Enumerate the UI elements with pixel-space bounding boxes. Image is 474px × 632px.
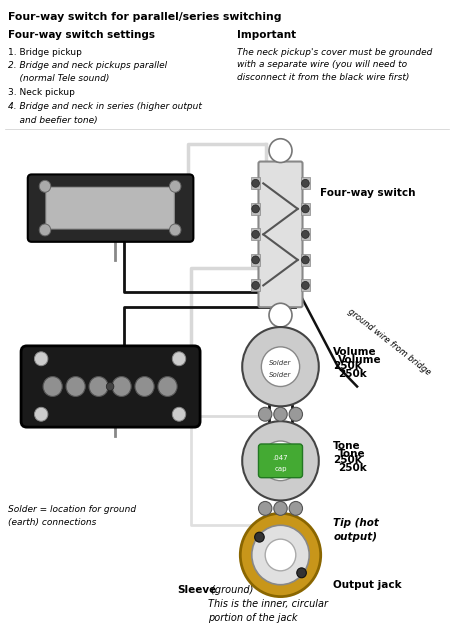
Text: .047: .047 <box>273 455 288 461</box>
Bar <box>251 254 260 266</box>
Bar <box>251 228 260 240</box>
Text: Sleeve: Sleeve <box>177 585 216 595</box>
Text: Solder: Solder <box>269 360 292 366</box>
Circle shape <box>261 347 300 387</box>
Circle shape <box>43 377 62 396</box>
Circle shape <box>240 513 321 597</box>
Bar <box>251 279 260 291</box>
Circle shape <box>242 327 319 406</box>
Text: Four-way switch for parallel/series switching: Four-way switch for parallel/series swit… <box>8 12 281 22</box>
Bar <box>251 203 260 215</box>
Circle shape <box>39 180 51 192</box>
Text: Important: Important <box>237 30 297 40</box>
Circle shape <box>89 377 108 396</box>
Circle shape <box>66 377 85 396</box>
Circle shape <box>252 256 259 264</box>
Circle shape <box>173 352 186 366</box>
Bar <box>301 254 310 266</box>
Text: Four-way switch settings: Four-way switch settings <box>8 30 155 40</box>
Circle shape <box>274 407 287 421</box>
Text: Tone
250k: Tone 250k <box>338 449 367 473</box>
Text: Solder = location for ground
(earth) connections: Solder = location for ground (earth) con… <box>8 506 136 527</box>
Circle shape <box>135 377 154 396</box>
FancyBboxPatch shape <box>46 187 174 229</box>
Circle shape <box>269 139 292 162</box>
Text: Four-way switch: Four-way switch <box>320 188 415 198</box>
Circle shape <box>169 224 181 236</box>
Circle shape <box>35 352 48 366</box>
Circle shape <box>169 180 181 192</box>
Text: (ground)
This is the inner, circular
portion of the jack: (ground) This is the inner, circular por… <box>208 585 328 623</box>
Text: Solder: Solder <box>269 466 292 471</box>
Circle shape <box>252 525 309 585</box>
Circle shape <box>112 377 131 396</box>
Text: The neck pickup's cover must be grounded
with a separate wire (you will need to
: The neck pickup's cover must be grounded… <box>237 47 433 82</box>
Text: ground wire from bridge: ground wire from bridge <box>346 307 432 377</box>
Circle shape <box>255 532 264 542</box>
Text: and beefier tone): and beefier tone) <box>8 116 97 125</box>
Circle shape <box>35 407 48 421</box>
Bar <box>301 279 310 291</box>
Circle shape <box>242 421 319 501</box>
Circle shape <box>261 441 300 481</box>
Text: Volume
250k: Volume 250k <box>338 355 382 379</box>
Circle shape <box>301 231 309 238</box>
Circle shape <box>252 179 259 187</box>
Circle shape <box>297 568 306 578</box>
Circle shape <box>289 407 302 421</box>
Circle shape <box>289 501 302 515</box>
Bar <box>251 178 260 190</box>
Text: 1. Bridge pickup: 1. Bridge pickup <box>8 47 82 57</box>
Circle shape <box>252 231 259 238</box>
Text: cap: cap <box>274 466 287 471</box>
Bar <box>301 203 310 215</box>
Circle shape <box>269 303 292 327</box>
Circle shape <box>106 382 114 391</box>
Bar <box>301 178 310 190</box>
Circle shape <box>173 407 186 421</box>
Text: Solder: Solder <box>269 454 292 460</box>
Text: 3. Neck pickup: 3. Neck pickup <box>8 88 74 97</box>
Circle shape <box>258 407 272 421</box>
Text: 2. Bridge and neck pickups parallel: 2. Bridge and neck pickups parallel <box>8 61 167 70</box>
FancyBboxPatch shape <box>258 162 302 307</box>
Circle shape <box>301 256 309 264</box>
Circle shape <box>252 281 259 289</box>
FancyBboxPatch shape <box>21 346 200 427</box>
Circle shape <box>301 281 309 289</box>
FancyBboxPatch shape <box>28 174 193 242</box>
Text: Output jack: Output jack <box>333 580 402 590</box>
Circle shape <box>265 539 296 571</box>
Text: Solder: Solder <box>269 372 292 377</box>
Circle shape <box>301 205 309 213</box>
Text: (normal Tele sound): (normal Tele sound) <box>8 75 109 83</box>
Text: Volume
250k: Volume 250k <box>333 347 377 371</box>
Circle shape <box>252 205 259 213</box>
Circle shape <box>274 501 287 515</box>
Circle shape <box>39 224 51 236</box>
Circle shape <box>301 179 309 187</box>
Bar <box>301 228 310 240</box>
Text: Tone
250k: Tone 250k <box>333 441 362 465</box>
Text: 4. Bridge and neck in series (higher output: 4. Bridge and neck in series (higher out… <box>8 102 201 111</box>
Circle shape <box>258 501 272 515</box>
FancyBboxPatch shape <box>258 444 302 478</box>
Text: Tip (hot
output): Tip (hot output) <box>333 518 379 542</box>
Circle shape <box>158 377 177 396</box>
